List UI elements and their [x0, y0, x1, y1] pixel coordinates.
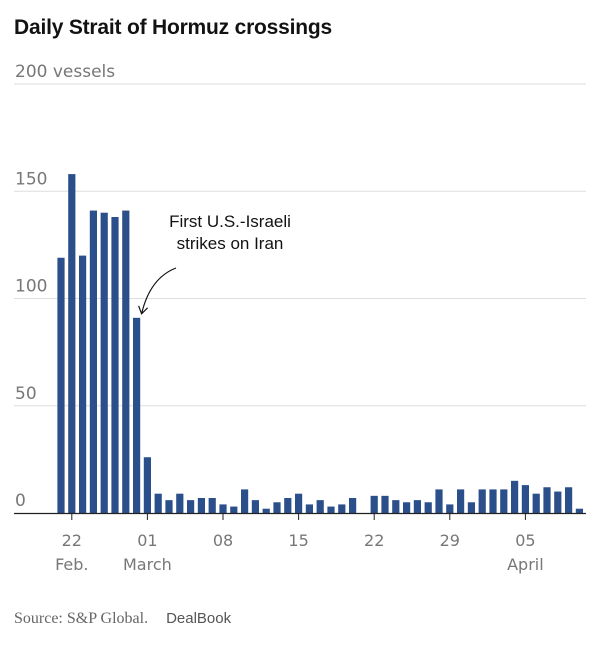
- bar: [446, 504, 454, 513]
- brand-label: DealBook: [166, 610, 232, 627]
- x-tick-label: 22: [62, 531, 82, 550]
- bar: [111, 216, 119, 514]
- bars: [57, 174, 583, 514]
- bar: [381, 495, 389, 513]
- x-tick-label: 15: [288, 531, 308, 550]
- x-tick-label: 05: [515, 531, 535, 550]
- source-note: Source: S&P Global.: [14, 610, 149, 627]
- x-axis-ticks: 22 Feb. 01 March 08 15 22 29 05 April: [55, 514, 544, 574]
- bar: [424, 502, 432, 513]
- bar: [489, 489, 497, 513]
- annotation: First U.S.-Israeli strikes on Iran: [138, 212, 291, 315]
- bar: [403, 502, 411, 513]
- bar: [532, 493, 540, 513]
- x-tick-sublabel: April: [507, 555, 544, 574]
- bar: [262, 508, 270, 513]
- bar: [316, 500, 324, 513]
- bar: [143, 457, 151, 513]
- bar: [500, 489, 508, 513]
- bar: [57, 257, 65, 513]
- bar: [305, 504, 313, 513]
- annotation-arrowhead: [138, 305, 149, 315]
- x-tick-label: 08: [213, 531, 233, 550]
- bar: [176, 493, 184, 513]
- bar: [230, 506, 238, 513]
- bar: [219, 504, 227, 513]
- y-tick-label: 100: [15, 277, 47, 297]
- bar: [413, 500, 421, 513]
- annotation-label: First U.S.-Israeli: [169, 212, 291, 231]
- annotation-label: strikes on Iran: [177, 234, 284, 253]
- bar: [197, 497, 205, 513]
- bar: [554, 491, 562, 513]
- bar: [370, 495, 378, 513]
- bar: [273, 502, 281, 513]
- y-axis-ticks: 200 vessels 150 100 50 0: [15, 62, 115, 511]
- bar: [338, 504, 346, 513]
- annotation-arrow: [141, 267, 177, 314]
- bar: [457, 489, 465, 513]
- chart-title: Daily Strait of Hormuz crossings: [14, 16, 333, 39]
- x-tick-label: 22: [364, 531, 384, 550]
- bar: [349, 497, 357, 513]
- bar: [100, 212, 108, 513]
- bar: [511, 480, 519, 513]
- bar: [122, 210, 130, 513]
- y-tick-label: 50: [15, 384, 37, 404]
- bar: [133, 317, 141, 513]
- bar: [241, 489, 249, 513]
- x-tick-sublabel: Feb.: [55, 555, 88, 574]
- bar: [68, 174, 76, 513]
- bar: [284, 497, 292, 513]
- gridlines: [14, 83, 586, 407]
- y-tick-label: 0: [15, 491, 26, 511]
- bar: [208, 497, 216, 513]
- bar: [521, 485, 529, 513]
- x-tick-label: 29: [440, 531, 460, 550]
- bar: [478, 489, 486, 513]
- bar: [79, 255, 87, 513]
- bar: [251, 500, 259, 513]
- y-tick-label: 200 vessels: [15, 62, 115, 82]
- bar: [165, 500, 173, 513]
- bar: [295, 493, 303, 513]
- bar: [154, 493, 162, 513]
- bar: [543, 487, 551, 513]
- bar: [467, 502, 475, 513]
- footer: Source: S&P Global. DealBook: [14, 610, 231, 628]
- x-tick-label: 01: [137, 531, 157, 550]
- bar: [392, 500, 400, 513]
- y-tick-label: 150: [15, 169, 47, 189]
- bar: [565, 487, 573, 513]
- bar: [327, 506, 335, 513]
- bar: [187, 500, 195, 513]
- x-tick-sublabel: March: [123, 555, 172, 574]
- bar: [435, 489, 443, 513]
- bar: [89, 210, 97, 513]
- bar: [575, 508, 583, 513]
